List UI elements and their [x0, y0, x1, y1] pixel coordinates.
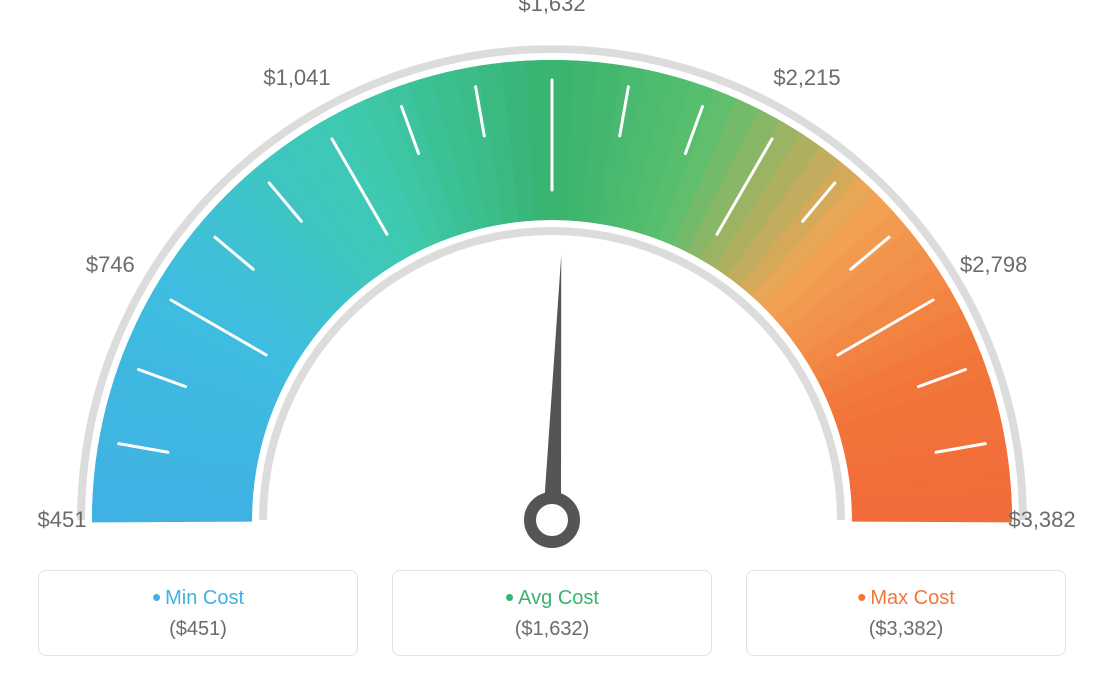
legend-row: •Min Cost($451)•Avg Cost($1,632)•Max Cos… [0, 570, 1104, 656]
gauge-scale-label: $3,382 [1008, 507, 1075, 533]
gauge-svg [0, 0, 1104, 560]
bullet-icon: • [857, 582, 866, 612]
legend-card: •Min Cost ($451) [38, 570, 358, 656]
legend-card: •Avg Cost ($1,632) [392, 570, 712, 656]
gauge-scale-label: $2,798 [960, 252, 1027, 278]
bullet-icon: • [505, 582, 514, 612]
legend-card-value: ($451) [39, 618, 357, 641]
legend-card-title: •Avg Cost [393, 587, 711, 610]
legend-card-title-text: Max Cost [870, 587, 954, 609]
gauge-scale-label: $2,215 [773, 65, 840, 91]
legend-card: •Max Cost ($3,382) [746, 570, 1066, 656]
legend-card-value: ($3,382) [747, 618, 1065, 641]
gauge-scale-label: $451 [38, 507, 87, 533]
gauge-scale-label: $746 [86, 252, 135, 278]
legend-card-title: •Min Cost [39, 587, 357, 610]
gauge-scale-label: $1,041 [263, 65, 330, 91]
legend-card-value: ($1,632) [393, 618, 711, 641]
gauge-chart: $451 $746 $1,041 $1,632 $2,215 $2,798 $3,382 [0, 0, 1104, 560]
bullet-icon: • [152, 582, 161, 612]
legend-card-title-text: Min Cost [165, 587, 244, 609]
legend-card-title-text: Avg Cost [518, 587, 599, 609]
gauge-scale-label: $1,632 [518, 0, 585, 17]
legend-card-title: •Max Cost [747, 587, 1065, 610]
